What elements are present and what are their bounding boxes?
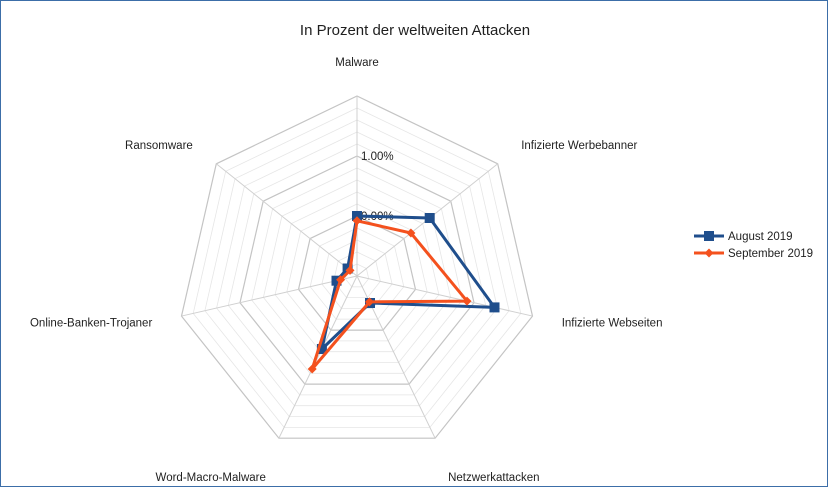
- tick-label: 1.00%: [361, 151, 394, 163]
- grid-ring: [321, 239, 393, 309]
- legend-marker: [704, 231, 714, 241]
- axis-label: Netzwerkattacken: [448, 472, 539, 484]
- data-point: [331, 275, 342, 286]
- grid-ring: [297, 215, 417, 331]
- axis-label: Malware: [335, 57, 378, 69]
- grid-ring: [309, 227, 405, 320]
- grid-ring: [227, 143, 487, 396]
- grid-spoke: [356, 275, 533, 317]
- legend-label: September 2019: [728, 248, 813, 260]
- data-point: [424, 213, 435, 223]
- axis-labels: Malware Infizierte Werbebanner Infizierte …: [30, 57, 663, 484]
- series-line: [310, 219, 469, 371]
- data-point: [307, 364, 317, 374]
- grid-ring: [216, 131, 498, 407]
- data-point: [336, 275, 346, 285]
- radar-grid: [180, 95, 534, 439]
- legend: August 2019 September 2019: [694, 231, 813, 260]
- grid-ring: [274, 191, 440, 353]
- legend-marker: [704, 248, 714, 258]
- axis-label: Ransomware: [125, 140, 193, 152]
- grid-ring: [251, 167, 463, 374]
- grid-ring: [192, 107, 522, 428]
- data-point: [345, 265, 355, 275]
- grid-ring: [180, 95, 534, 439]
- radar-series: [307, 211, 500, 374]
- grid-spoke: [278, 275, 358, 439]
- axis-label: Word-Macro-Malware: [156, 472, 266, 484]
- data-point: [352, 216, 362, 226]
- chart-title: In Prozent der weltweiten Attacken: [300, 22, 530, 39]
- legend-item: September 2019: [694, 248, 813, 260]
- grid-spoke: [215, 163, 358, 277]
- data-point: [316, 344, 327, 354]
- grid-ring: [333, 251, 381, 299]
- series-september-2019: [307, 216, 472, 374]
- data-point: [352, 211, 362, 221]
- data-point: [406, 228, 416, 238]
- data-point: [489, 302, 500, 313]
- grid-spoke: [181, 275, 358, 317]
- axis-label: Infizierte Webseiten: [562, 318, 663, 330]
- radial-tick-labels: 0.00%1.00%: [361, 151, 394, 223]
- legend-item: August 2019: [694, 231, 793, 243]
- grid-ring: [204, 119, 510, 418]
- grid-ring: [262, 179, 452, 363]
- grid-ring: [239, 155, 475, 385]
- legend-label: August 2019: [728, 231, 793, 243]
- data-point: [365, 297, 374, 307]
- data-point: [462, 296, 472, 306]
- axis-label: Infizierte Werbebanner: [521, 140, 637, 152]
- grid-ring: [286, 203, 428, 342]
- axis-label: Online-Banken-Trojaner: [30, 318, 152, 330]
